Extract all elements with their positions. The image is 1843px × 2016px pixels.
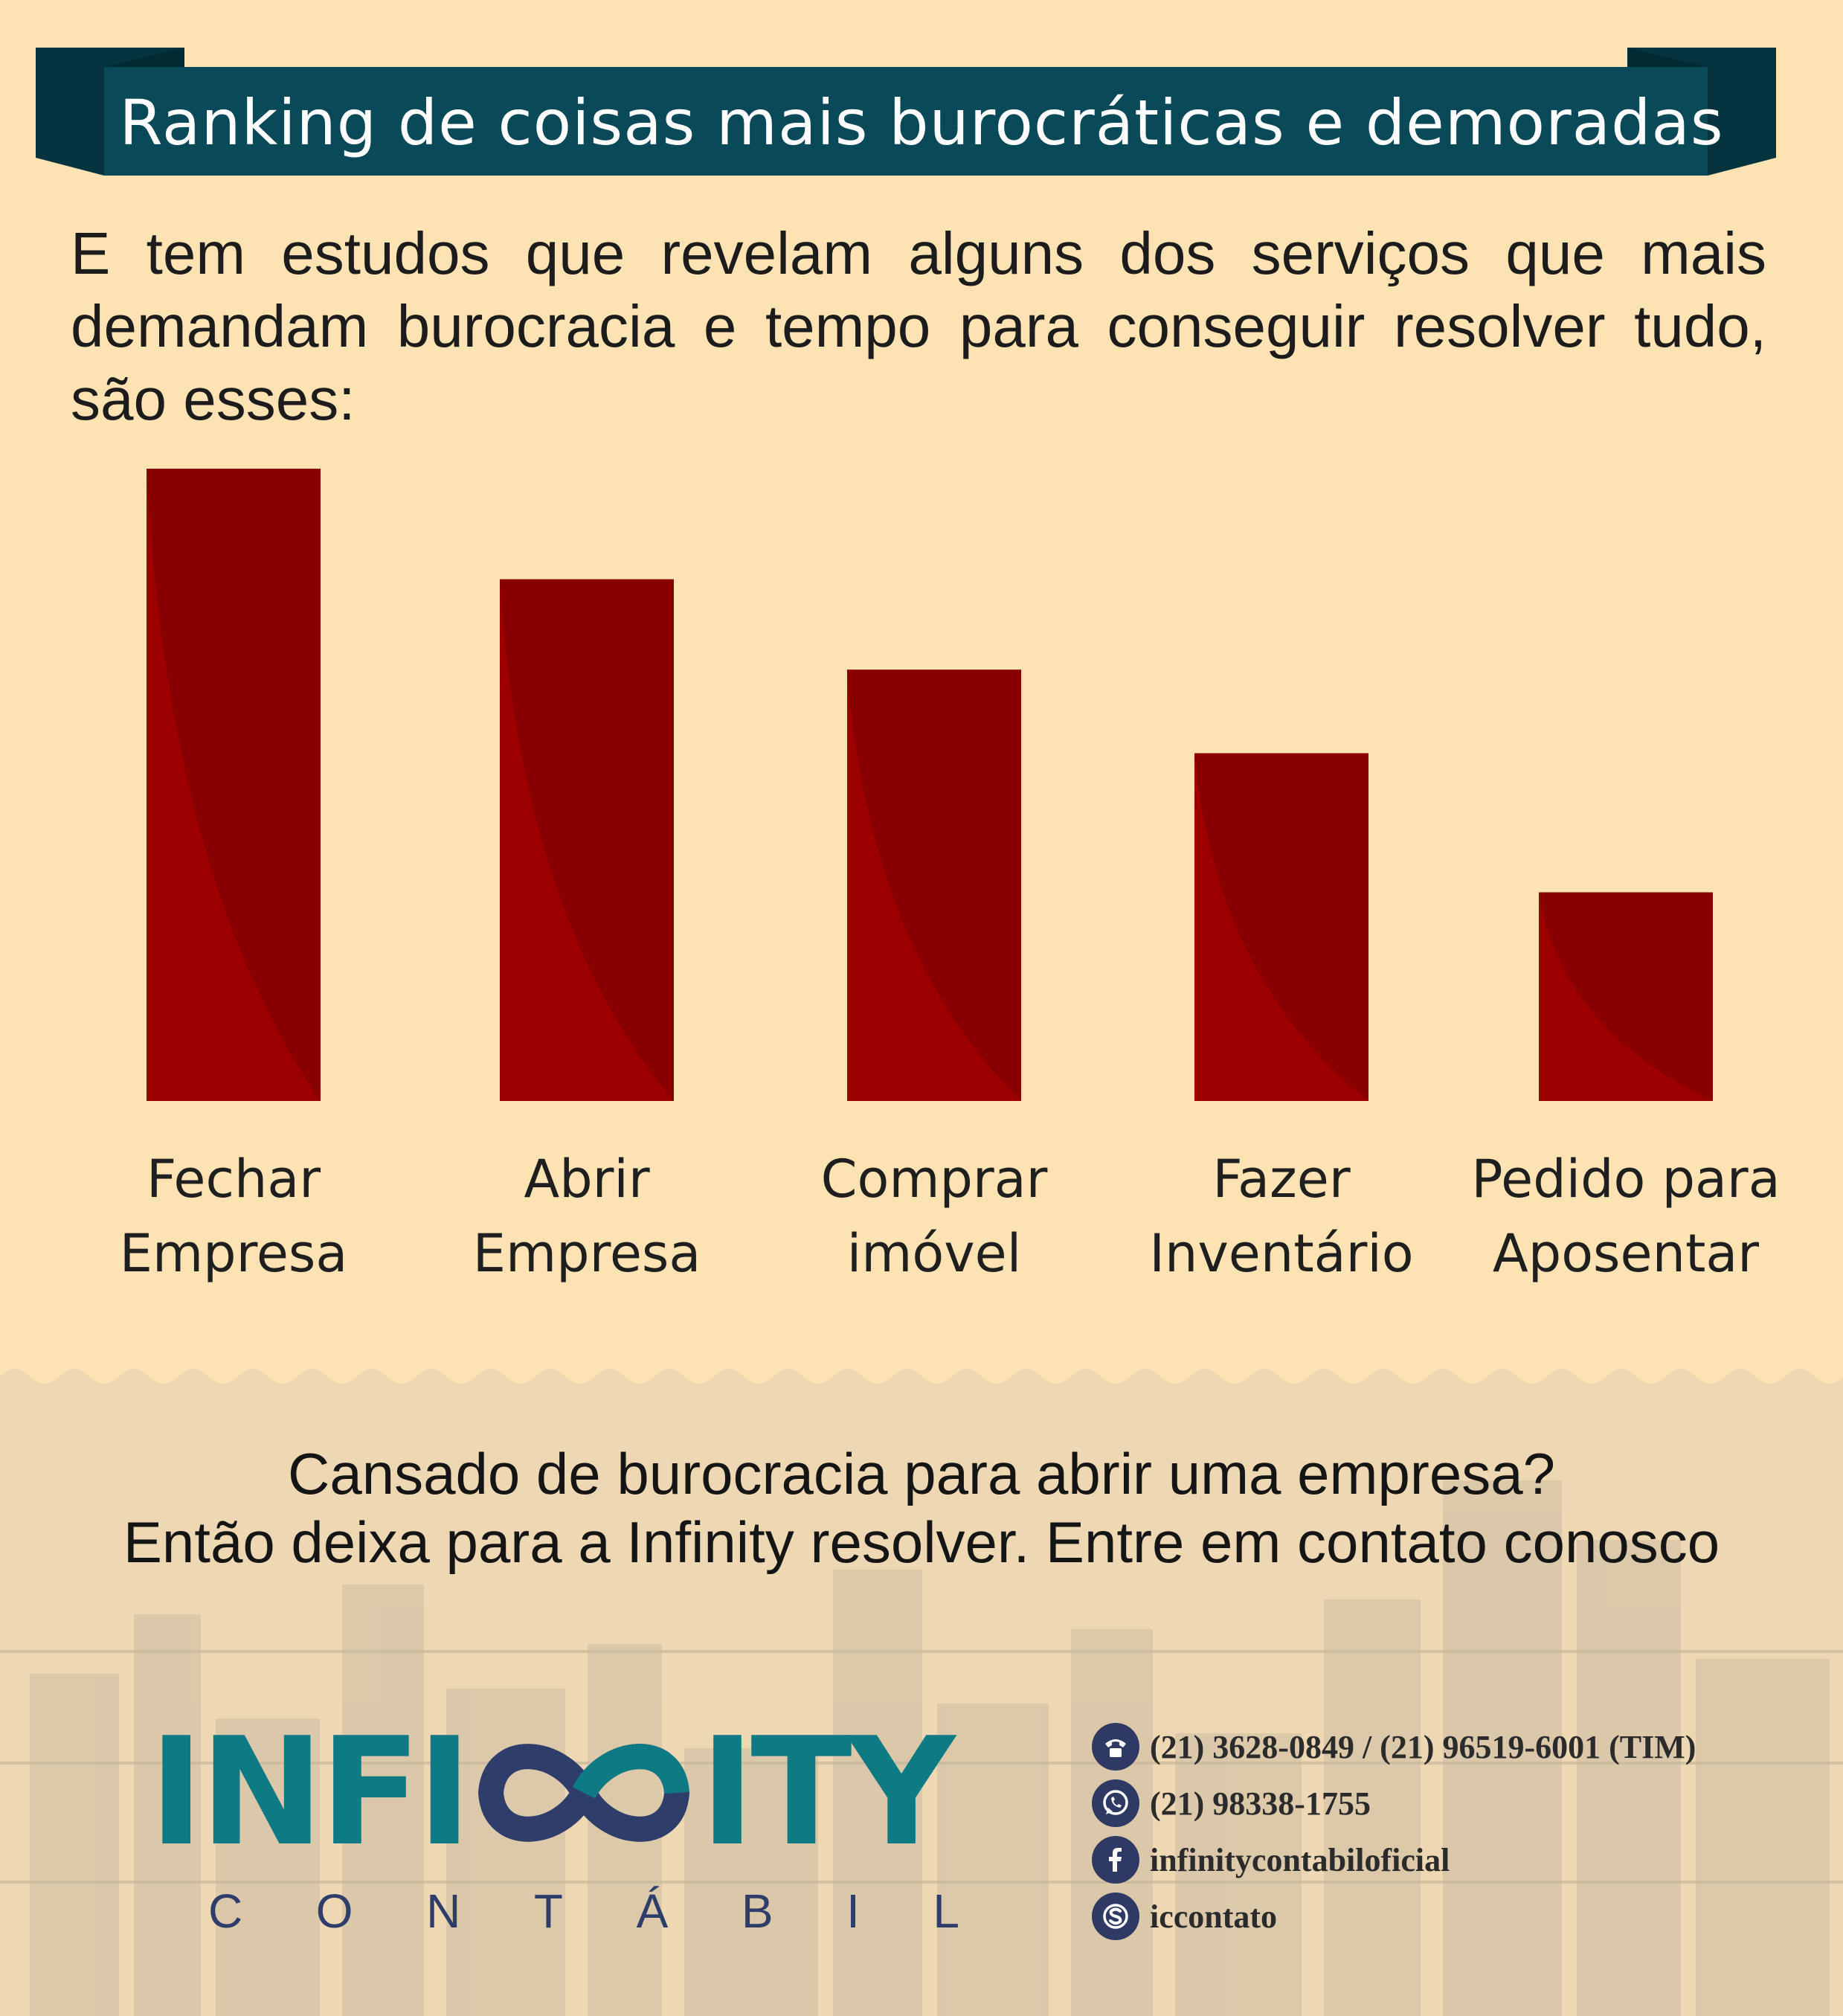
category-label-1: Fechar Empresa	[70, 1142, 397, 1291]
logo-subtitle-letter: C	[208, 1884, 243, 1938]
call-to-action: Cansado de burocracia para abrir uma emp…	[0, 1439, 1843, 1576]
logo-subtitle-letter: I	[846, 1884, 860, 1938]
category-label-line: Empresa	[472, 1223, 701, 1284]
category-label-line: imóvel	[846, 1223, 1022, 1284]
category-label-line: Fazer	[1212, 1149, 1351, 1210]
contact-phone-text: (21) 3628-0849 / (21) 96519-6001 (TIM)	[1150, 1728, 1696, 1765]
bar-3	[847, 670, 1021, 1101]
bar-2	[500, 579, 674, 1101]
infinity-symbol-icon	[477, 1744, 689, 1842]
contact-whatsapp[interactable]: (21) 98338-1755	[1092, 1775, 1806, 1832]
bar-1	[147, 469, 321, 1101]
logo-subtitle-letter: L	[933, 1884, 959, 1938]
category-label-line: Empresa	[119, 1223, 348, 1284]
category-label-line: Abrir	[524, 1149, 650, 1210]
logo-subtitle-letter: T	[533, 1884, 563, 1938]
bar-shade	[1539, 892, 1713, 1101]
bar-shade	[847, 670, 1021, 1101]
contact-list: (21) 3628-0849 / (21) 96519-6001 (TIM) (…	[1092, 1718, 1806, 1945]
category-label-4: Fazer Inventário	[1118, 1142, 1445, 1291]
skype-icon	[1092, 1893, 1139, 1940]
page-title: Ranking de coisas mais burocráticas e de…	[119, 86, 1724, 159]
contact-skype[interactable]: iccontato	[1092, 1888, 1806, 1945]
category-label-line: Fechar	[146, 1149, 321, 1210]
contact-facebook-text: infinitycontabiloficial	[1150, 1841, 1450, 1878]
bar-shade	[1194, 753, 1368, 1101]
logo-word-right: ITY	[699, 1706, 956, 1879]
logo-subtitle-letter: B	[741, 1884, 773, 1938]
intro-text: E tem estudos que revelam alguns dos ser…	[71, 220, 1766, 432]
phone-icon	[1092, 1723, 1139, 1771]
category-label-2: Abrir Empresa	[423, 1142, 750, 1291]
cta-line-2: Então deixa para a Infinity resolver. En…	[123, 1509, 1720, 1575]
contact-facebook[interactable]: infinitycontabiloficial	[1092, 1832, 1806, 1888]
category-label-line: Comprar	[820, 1149, 1048, 1210]
category-label-3: Comprar imóvel	[771, 1142, 1098, 1291]
bar-chart	[147, 469, 1713, 1101]
bar-5	[1539, 892, 1713, 1101]
header-banner: Ranking de coisas mais burocráticas e de…	[0, 0, 1843, 193]
bar-shade	[147, 469, 321, 1101]
bar-4	[1194, 753, 1368, 1101]
banner-ribbon	[36, 48, 1776, 176]
logo-subtitle-letter: O	[315, 1884, 353, 1938]
skyline-illustration	[0, 1361, 1843, 2016]
whatsapp-icon	[1092, 1779, 1139, 1827]
logo-subtitle-letter: Á	[636, 1884, 669, 1938]
cta-line-1: Cansado de burocracia para abrir uma emp…	[288, 1441, 1555, 1506]
facebook-icon	[1092, 1836, 1139, 1884]
bar-shade	[500, 579, 674, 1101]
category-label-5: Pedido para Aposentar	[1462, 1142, 1789, 1291]
category-label-line: Aposentar	[1492, 1223, 1760, 1284]
city-background	[0, 1361, 1843, 2016]
category-label-line: Pedido para	[1471, 1149, 1781, 1210]
category-label-line: Inventário	[1149, 1223, 1414, 1284]
contact-whatsapp-text: (21) 98338-1755	[1150, 1785, 1371, 1822]
logo-subtitle-letter: N	[426, 1884, 461, 1938]
contact-skype-text: iccontato	[1150, 1898, 1278, 1935]
logo-wordmark: INFI ITY	[149, 1706, 956, 1879]
logo-word-left: INFI	[149, 1706, 472, 1879]
contact-phone[interactable]: (21) 3628-0849 / (21) 96519-6001 (TIM)	[1092, 1718, 1806, 1775]
